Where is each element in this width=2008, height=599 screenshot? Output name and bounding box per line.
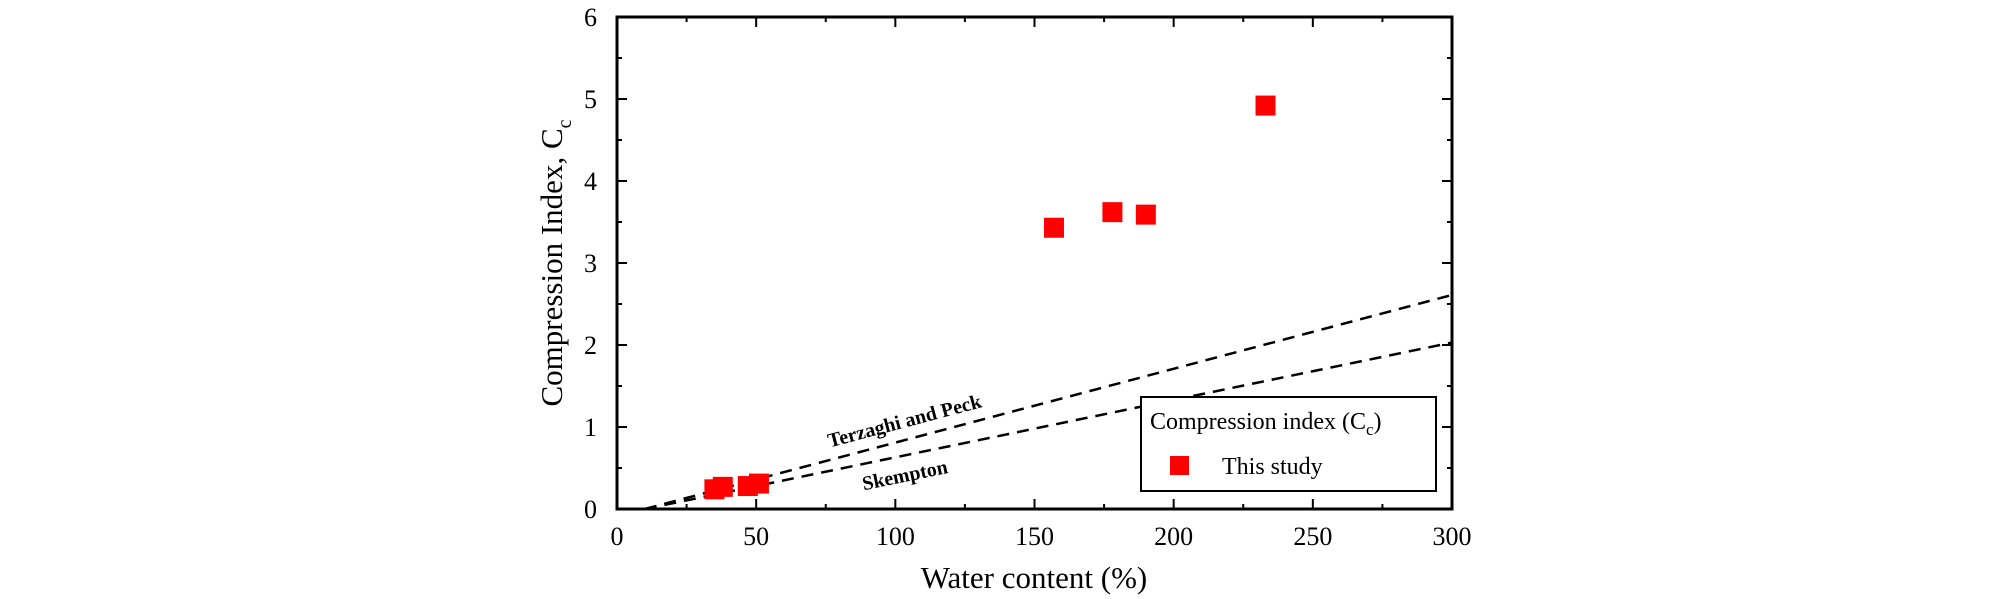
x-axis-ticks: 0 50 100 150 200 250 300 bbox=[611, 17, 1472, 551]
x-tick-label: 150 bbox=[1015, 522, 1054, 551]
legend-title-suffix: ) bbox=[1374, 409, 1382, 435]
data-point bbox=[748, 473, 769, 494]
x-tick-label: 300 bbox=[1433, 522, 1472, 551]
y-axis-title: Compression Index, Cc bbox=[534, 119, 576, 406]
data-point bbox=[712, 476, 733, 497]
reference-line-label-skempton: Skempton bbox=[860, 456, 949, 495]
y-tick-label: 0 bbox=[584, 495, 597, 524]
data-points bbox=[704, 95, 1276, 500]
x-axis-title: Water content (%) bbox=[921, 560, 1147, 595]
legend: Compression index (Cc) This study bbox=[1140, 396, 1437, 492]
y-axis-ticks: 0 1 2 3 4 5 6 bbox=[584, 3, 1452, 524]
legend-title: Compression index (Cc) bbox=[1150, 409, 1382, 439]
y-axis-title-subscript: c bbox=[554, 119, 576, 128]
x-tick-label: 100 bbox=[876, 522, 915, 551]
data-point bbox=[1135, 204, 1156, 225]
legend-title-subscript: c bbox=[1366, 420, 1374, 439]
data-point bbox=[1043, 217, 1064, 238]
y-tick-label: 5 bbox=[584, 85, 597, 114]
y-tick-label: 4 bbox=[584, 167, 597, 196]
y-tick-label: 2 bbox=[584, 331, 597, 360]
data-point bbox=[1102, 202, 1123, 223]
data-point bbox=[1255, 95, 1276, 116]
x-tick-label: 50 bbox=[743, 522, 769, 551]
legend-box bbox=[1140, 396, 1437, 492]
x-tick-label: 250 bbox=[1293, 522, 1332, 551]
y-tick-label: 6 bbox=[584, 3, 597, 32]
y-tick-label: 3 bbox=[584, 249, 597, 278]
reference-line-skempton bbox=[644, 341, 1453, 511]
y-tick-label: 1 bbox=[584, 413, 597, 442]
x-tick-label: 0 bbox=[611, 522, 624, 551]
legend-entry: This study bbox=[1222, 454, 1323, 480]
x-tick-label: 200 bbox=[1154, 522, 1193, 551]
legend-marker bbox=[1170, 456, 1189, 475]
